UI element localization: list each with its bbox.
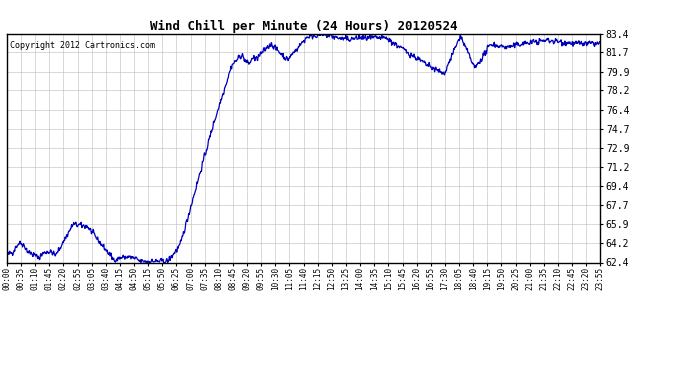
Text: Copyright 2012 Cartronics.com: Copyright 2012 Cartronics.com [10, 40, 155, 50]
Title: Wind Chill per Minute (24 Hours) 20120524: Wind Chill per Minute (24 Hours) 2012052… [150, 20, 457, 33]
